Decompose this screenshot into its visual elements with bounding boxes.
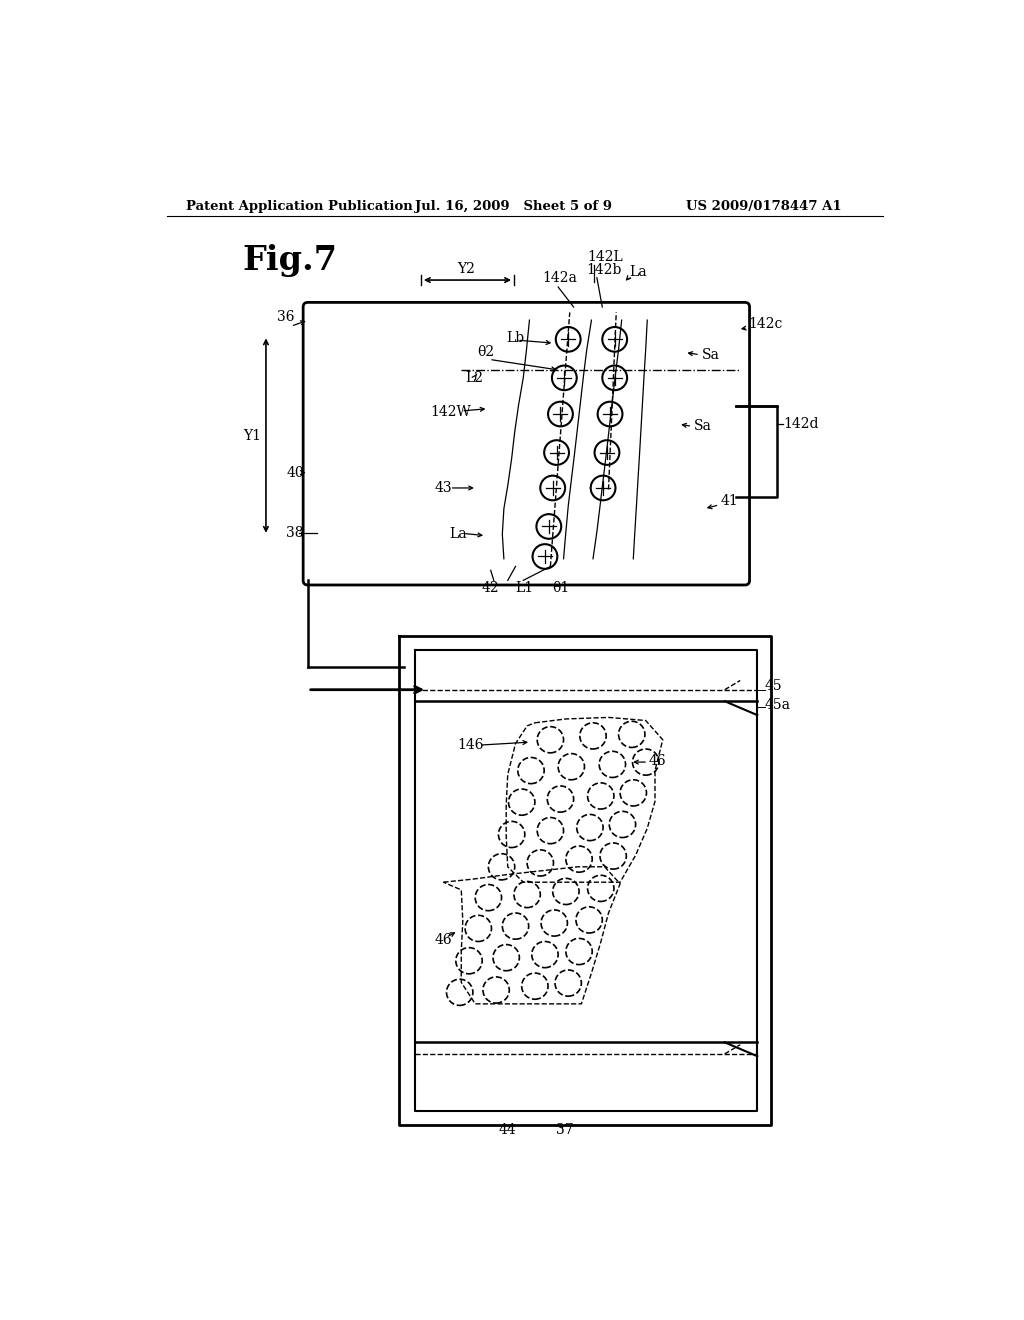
Text: US 2009/0178447 A1: US 2009/0178447 A1 xyxy=(686,199,842,213)
Text: 142d: 142d xyxy=(783,417,818,432)
Text: 142a: 142a xyxy=(543,271,578,285)
Text: 142W: 142W xyxy=(430,405,471,420)
Text: 43: 43 xyxy=(434,480,452,495)
Text: Sa: Sa xyxy=(693,420,712,433)
Text: Y1: Y1 xyxy=(243,429,261,442)
Text: 46: 46 xyxy=(434,933,452,946)
Text: L2: L2 xyxy=(465,371,483,385)
Text: 40: 40 xyxy=(286,466,304,479)
Text: Jul. 16, 2009   Sheet 5 of 9: Jul. 16, 2009 Sheet 5 of 9 xyxy=(415,199,611,213)
Text: 45: 45 xyxy=(765,678,782,693)
Text: θ2: θ2 xyxy=(477,346,494,359)
Text: 46: 46 xyxy=(649,754,667,767)
Text: La: La xyxy=(450,527,467,541)
FancyBboxPatch shape xyxy=(303,302,750,585)
Text: 37: 37 xyxy=(556,1123,573,1137)
Text: La: La xyxy=(630,264,647,279)
Text: 45a: 45a xyxy=(765,698,792,711)
Text: 41: 41 xyxy=(721,494,738,508)
Text: 36: 36 xyxy=(276,310,294,323)
Text: 44: 44 xyxy=(499,1123,517,1137)
Text: θ1: θ1 xyxy=(552,581,569,595)
Text: 42: 42 xyxy=(482,581,500,595)
Text: Fig.7: Fig.7 xyxy=(243,244,338,277)
Text: 142c: 142c xyxy=(748,317,782,331)
Text: Lb: Lb xyxy=(506,331,524,345)
Text: L1: L1 xyxy=(516,581,534,595)
Text: Sa: Sa xyxy=(701,347,720,362)
Text: 38: 38 xyxy=(286,527,303,540)
Text: 142b: 142b xyxy=(586,263,622,277)
Text: 146: 146 xyxy=(458,738,484,752)
Text: 142L: 142L xyxy=(588,249,624,264)
Text: Patent Application Publication: Patent Application Publication xyxy=(186,199,413,213)
Text: Y2: Y2 xyxy=(457,261,475,276)
